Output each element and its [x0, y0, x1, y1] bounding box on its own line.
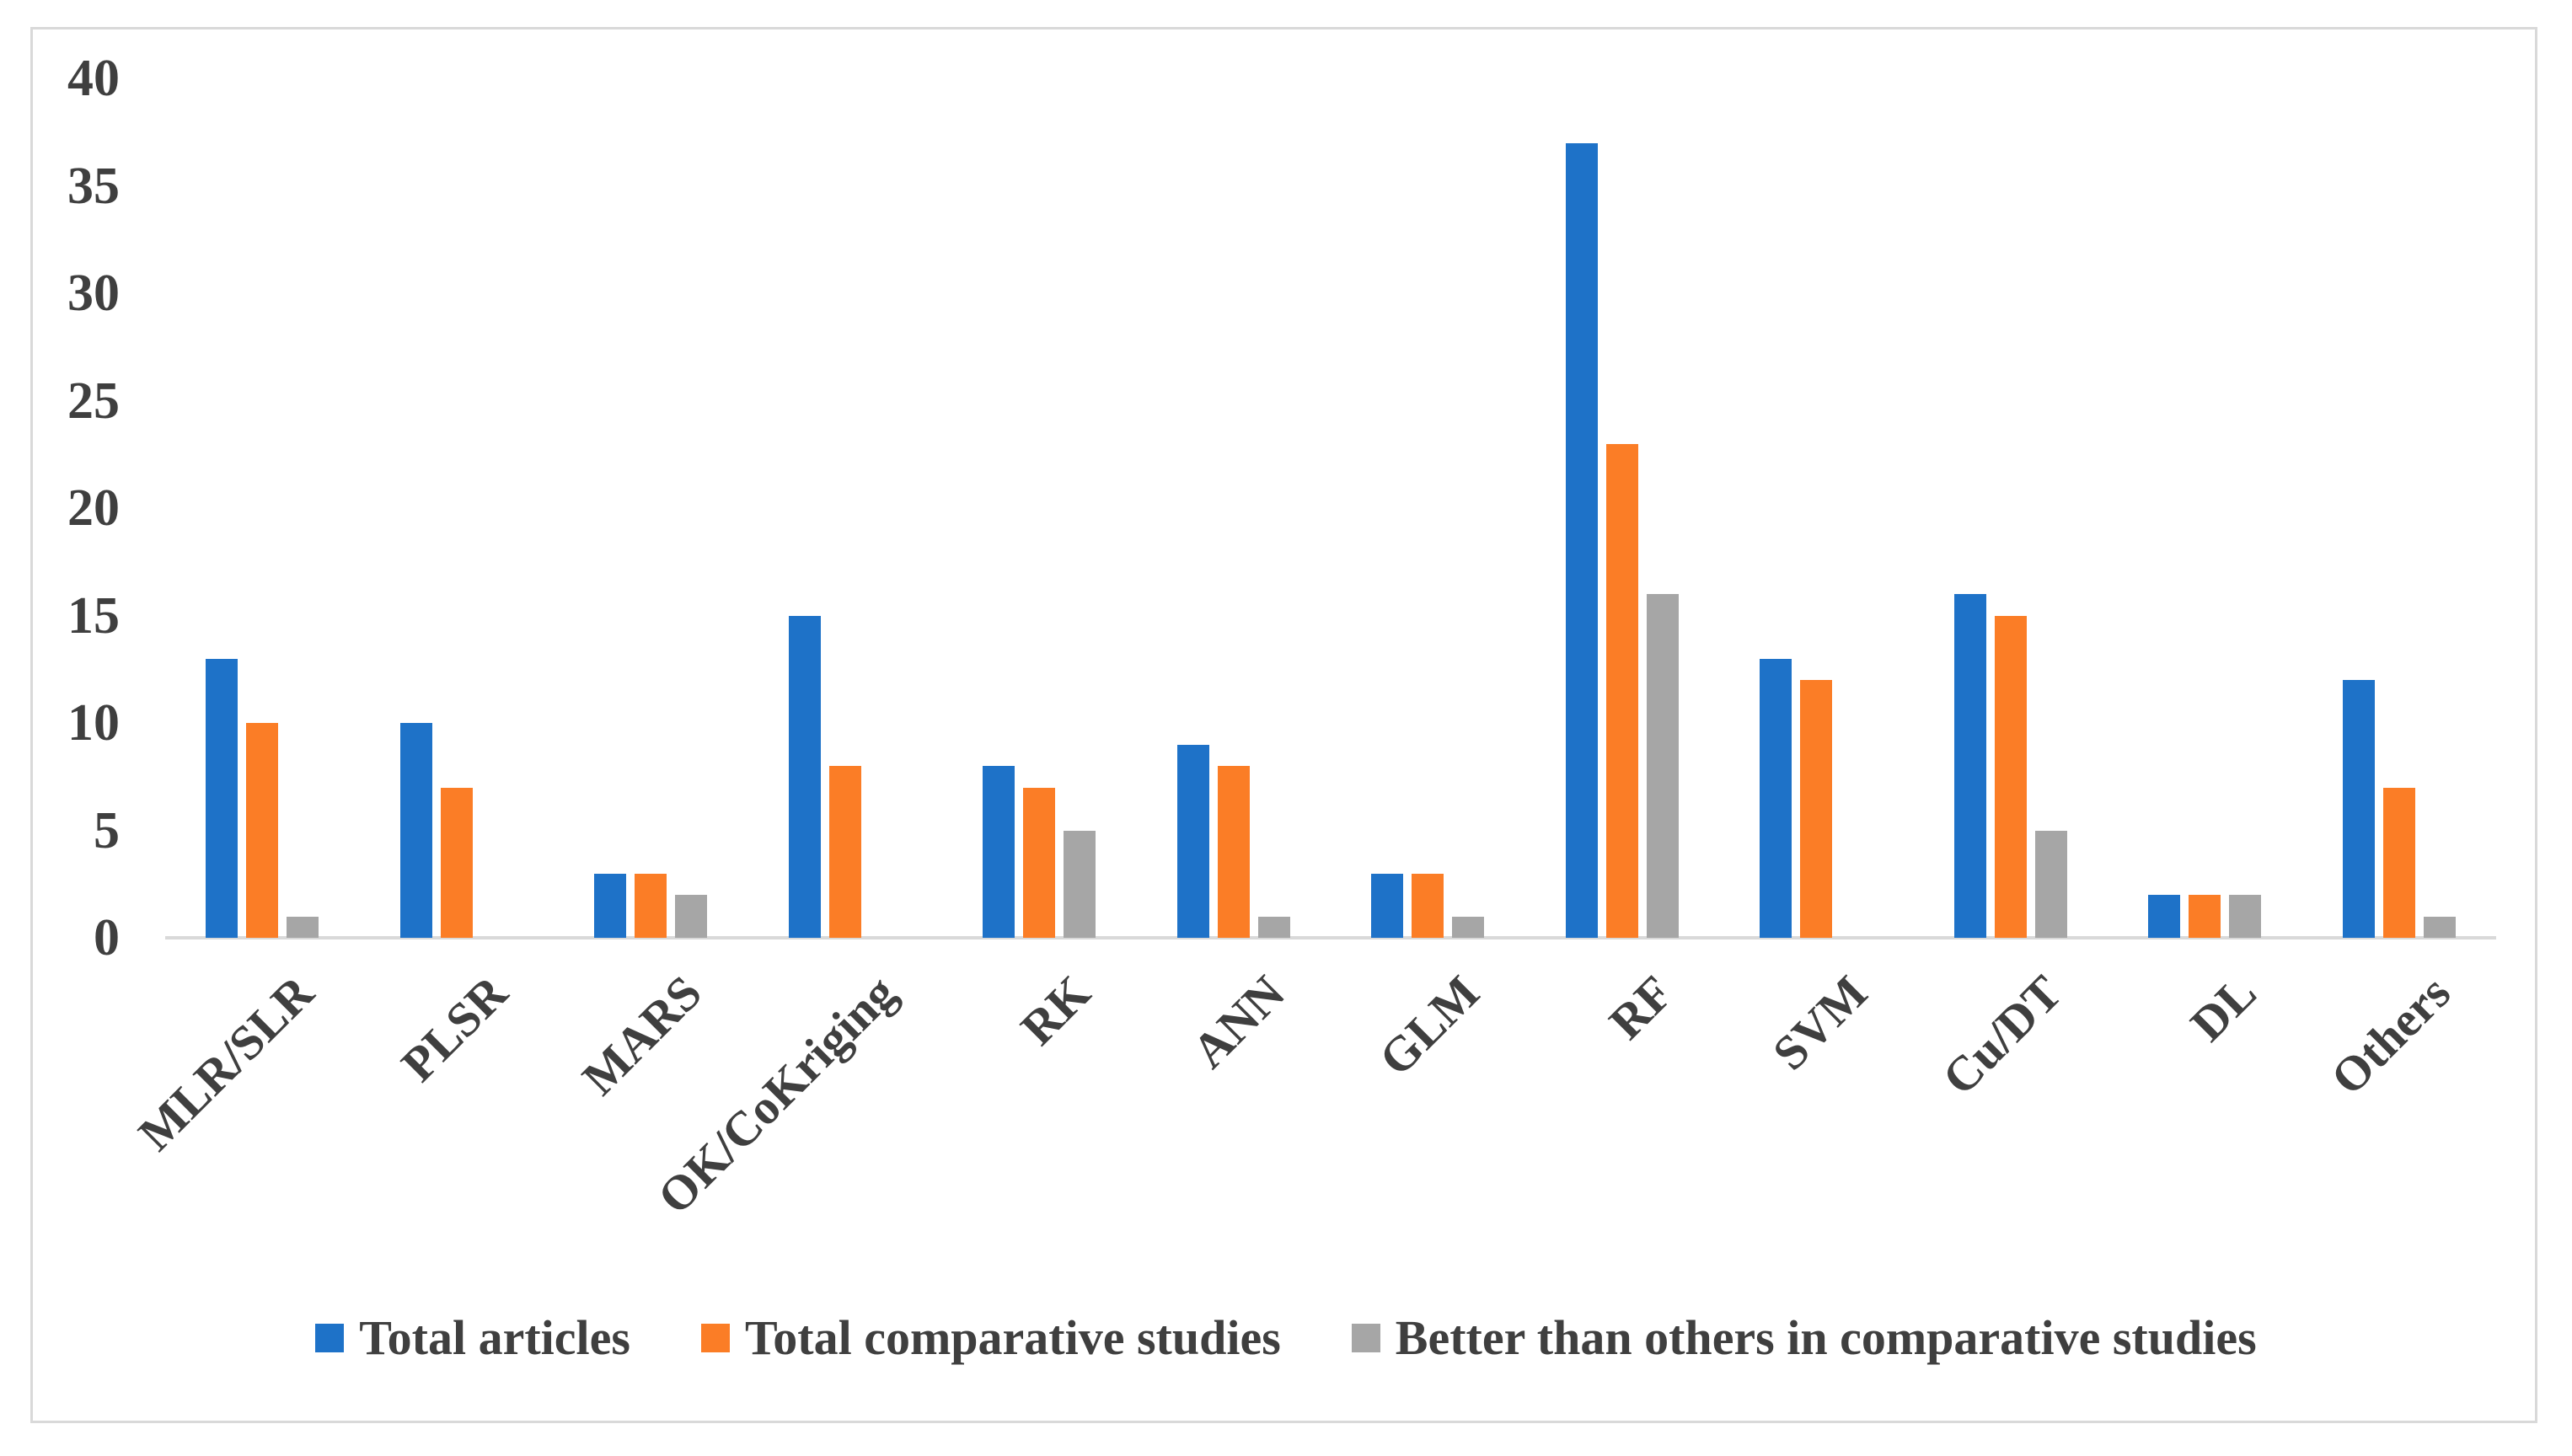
bar-better-mars — [675, 895, 708, 938]
bar-total-cu-dt — [1953, 594, 1986, 938]
bar-group-ok-cokriging — [748, 78, 943, 938]
bar-total-mlr-slr — [246, 723, 279, 938]
bar-group-plsr — [360, 78, 555, 938]
legend-swatch-icon — [1351, 1324, 1380, 1352]
bar-total-glm — [1371, 873, 1404, 938]
y-axis-tick-label: 35 — [67, 157, 120, 215]
legend-label: Total comparative studies — [744, 1310, 1281, 1365]
bar-total-rf — [1605, 443, 1638, 938]
bar-better-mlr-slr — [287, 916, 319, 938]
plot-area — [165, 78, 2496, 938]
bar-group-cu-dt — [1914, 78, 2109, 938]
y-axis-tick-label: 15 — [67, 586, 120, 645]
bar-better-rk — [1064, 830, 1096, 938]
bar-group-ann — [1137, 78, 1332, 938]
bar-better-others — [2423, 916, 2456, 938]
bar-total-glm — [1412, 873, 1444, 938]
bar-group-rk — [942, 78, 1137, 938]
bar-total-ann — [1176, 744, 1209, 938]
bar-total-svm — [1760, 658, 1792, 938]
bar-total-plsr — [399, 723, 432, 938]
chart-panel-border — [30, 27, 2537, 1423]
legend-item-total-articles: Total articles — [315, 1311, 630, 1365]
y-axis-tick-label: 5 — [94, 801, 120, 859]
bar-total-others — [2382, 787, 2415, 938]
bar-better-rf — [1646, 594, 1679, 938]
bar-group-svm — [1719, 78, 1914, 938]
bar-total-rf — [1565, 142, 1598, 938]
bar-total-others — [2342, 680, 2375, 938]
bar-total-rk — [983, 766, 1015, 938]
legend-item-total-comparative-studies: Total comparative studies — [700, 1310, 1281, 1365]
bar-group-rf — [1525, 78, 1720, 938]
y-axis-tick-label: 20 — [67, 479, 120, 537]
bar-group-mlr-slr — [165, 78, 360, 938]
y-axis-tick-label: 0 — [94, 909, 120, 966]
bar-total-dl — [2189, 895, 2221, 938]
bar-better-ann — [1257, 916, 1290, 938]
bar-better-glm — [1452, 916, 1485, 938]
bar-total-svm — [1800, 680, 1833, 938]
bar-total-ok-cokriging — [788, 615, 821, 938]
bar-total-plsr — [440, 787, 473, 938]
legend-label: Better than others in comparative studie… — [1395, 1310, 2257, 1365]
y-axis-tick-label: 25 — [67, 372, 120, 430]
bar-group-mars — [554, 78, 748, 938]
legend: Total articles Total comparative studies B… — [0, 1311, 2572, 1365]
legend-swatch-icon — [315, 1324, 345, 1352]
y-axis-tick-label: 40 — [67, 50, 120, 107]
bar-total-cu-dt — [1994, 615, 2027, 938]
y-axis-tick-label: 10 — [67, 694, 120, 752]
bar-group-dl — [2108, 78, 2302, 938]
bar-total-rk — [1023, 787, 1056, 938]
y-axis-tick-label: 30 — [67, 265, 120, 322]
bar-total-mlr-slr — [206, 658, 238, 938]
x-axis-line — [165, 936, 2496, 939]
bar-better-dl — [2229, 895, 2262, 938]
bar-total-dl — [2148, 895, 2181, 938]
bar-better-cu-dt — [2034, 830, 2067, 938]
bar-group-others — [2302, 78, 2497, 938]
bar-total-mars — [594, 873, 627, 938]
legend-swatch-icon — [700, 1324, 730, 1352]
bar-total-ok-cokriging — [828, 766, 861, 938]
legend-label: Total articles — [359, 1310, 630, 1365]
bar-total-mars — [635, 873, 667, 938]
bar-total-ann — [1217, 766, 1250, 938]
legend-item-better-than-others-in-comparative-studies: Better than others in comparative studie… — [1351, 1310, 2257, 1365]
bar-group-glm — [1331, 78, 1525, 938]
